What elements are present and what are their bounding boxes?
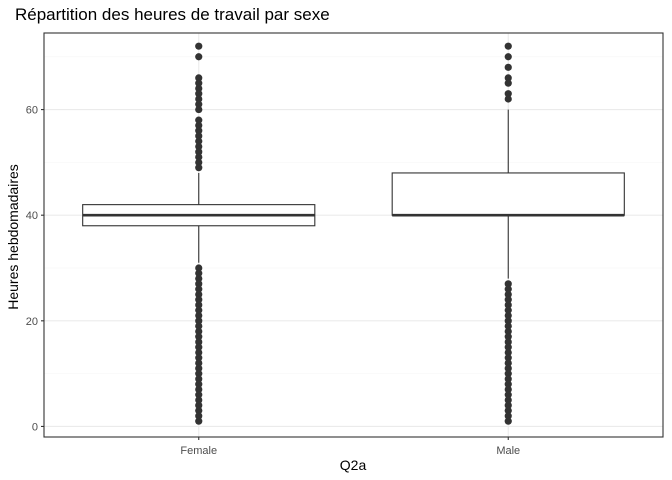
outlier-point — [195, 132, 203, 140]
outlier-point — [195, 148, 203, 156]
outlier-point — [195, 322, 203, 330]
outlier-point — [195, 364, 203, 372]
outlier-point — [504, 296, 512, 304]
outlier-point — [504, 391, 512, 399]
y-tick-label: 40 — [26, 210, 38, 222]
outlier-point — [195, 53, 203, 61]
outlier-point — [504, 354, 512, 362]
outlier-point — [504, 417, 512, 425]
outlier-point — [195, 306, 203, 314]
outlier-point — [504, 401, 512, 409]
outlier-point — [504, 306, 512, 314]
y-tick-label: 20 — [26, 316, 38, 328]
outlier-point — [504, 359, 512, 367]
outlier-point — [504, 301, 512, 309]
outlier-point — [195, 296, 203, 304]
outlier-point — [195, 90, 203, 98]
y-axis-title: Heures hebdomadaires — [5, 164, 21, 310]
outlier-point — [195, 359, 203, 367]
panel-background — [44, 33, 663, 437]
x-tick-label: Female — [180, 445, 217, 457]
y-tick-label: 60 — [26, 105, 38, 117]
outlier-point — [195, 290, 203, 299]
outlier-point — [195, 391, 203, 399]
outlier-point — [504, 385, 512, 394]
outlier-point — [195, 127, 203, 135]
outlier-point — [504, 338, 512, 346]
outlier-point — [504, 290, 512, 299]
outlier-point — [195, 142, 203, 151]
outlier-point — [195, 317, 203, 325]
outlier-point — [504, 63, 512, 71]
outlier-point — [195, 348, 203, 357]
outlier-point — [195, 412, 203, 420]
panel-border — [43, 32, 664, 438]
outlier-point — [195, 116, 203, 124]
chart-title: Répartition des heures de travail par se… — [15, 5, 330, 24]
outlier-point — [195, 269, 203, 277]
outlier-point — [195, 164, 203, 172]
outlier-point — [195, 74, 203, 82]
outlier-point — [195, 301, 203, 309]
outlier-point — [504, 375, 512, 383]
outlier-point — [195, 274, 203, 283]
outlier-point — [504, 412, 512, 420]
outlier-point — [195, 401, 203, 409]
outlier-point — [195, 327, 203, 335]
outlier-point — [504, 285, 512, 293]
outlier-point — [504, 370, 512, 378]
outlier-point — [504, 42, 512, 50]
outlier-point — [504, 311, 512, 320]
outlier-point — [195, 406, 203, 415]
outlier-point — [504, 406, 512, 415]
outlier-point — [195, 333, 203, 341]
outlier-point — [195, 370, 203, 378]
outlier-point — [195, 280, 203, 288]
outlier-point — [195, 121, 203, 130]
outlier-point — [504, 380, 512, 388]
outlier-point — [195, 100, 203, 108]
outlier-point — [195, 79, 203, 87]
outlier-point — [195, 285, 203, 293]
outlier-point — [195, 95, 203, 103]
outlier-point — [504, 322, 512, 330]
outlier-point — [504, 396, 512, 404]
outlier-point — [195, 375, 203, 383]
x-tick-label: Male — [496, 445, 520, 457]
box-male — [391, 172, 625, 216]
outlier-point — [195, 153, 203, 161]
outlier-point — [195, 385, 203, 394]
outlier-point — [504, 327, 512, 335]
outlier-point — [195, 417, 203, 425]
outlier-point — [195, 264, 203, 272]
outlier-point — [195, 105, 203, 114]
outlier-point — [195, 311, 203, 320]
outlier-point — [504, 317, 512, 325]
x-axis-title: Q2a — [340, 457, 367, 473]
outlier-point — [504, 348, 512, 357]
outlier-point — [195, 343, 203, 351]
outlier-point — [195, 396, 203, 404]
outlier-point — [504, 364, 512, 372]
outlier-point — [195, 42, 203, 50]
outlier-point — [504, 90, 512, 98]
outlier-point — [195, 338, 203, 346]
plot-area: 0 20 40 60 Female Male — [26, 32, 664, 457]
outlier-point — [195, 158, 203, 166]
outlier-point — [504, 343, 512, 351]
outlier-point — [504, 53, 512, 61]
y-tick-label: 0 — [32, 421, 38, 433]
outlier-point — [195, 137, 203, 145]
outlier-point — [195, 380, 203, 388]
outlier-point — [195, 84, 203, 93]
outlier-point — [195, 354, 203, 362]
outlier-point — [504, 79, 512, 87]
outlier-point — [504, 333, 512, 341]
outlier-point — [504, 74, 512, 82]
outlier-point — [504, 95, 512, 103]
outlier-point — [504, 280, 512, 288]
